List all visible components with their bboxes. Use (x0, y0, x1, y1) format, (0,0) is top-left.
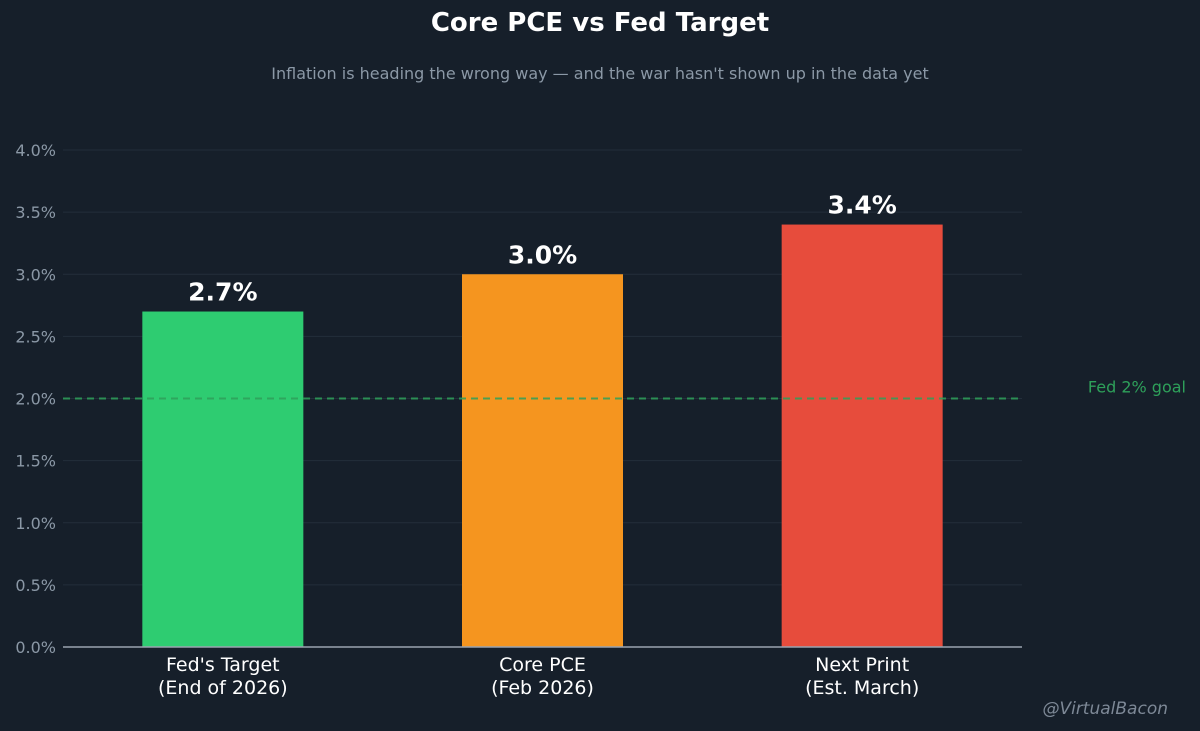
fed-goal-label: Fed 2% goal (1088, 378, 1186, 397)
bar (781, 224, 943, 648)
bar (142, 311, 304, 647)
bar-value-label: 3.0% (508, 240, 577, 269)
y-tick-label: 3.5% (15, 203, 56, 222)
y-tick-label: 2.5% (15, 327, 56, 346)
y-tick-label: 0.5% (15, 576, 56, 595)
y-tick-label: 4.0% (15, 141, 56, 160)
y-tick-label: 1.5% (15, 452, 56, 471)
y-tick-label: 3.0% (15, 265, 56, 284)
x-tick-label: (End of 2026) (158, 677, 288, 699)
x-tick-label: Core PCE (499, 654, 586, 676)
chart-title: Core PCE vs Fed Target (430, 8, 770, 38)
x-tick-label: Fed's Target (166, 654, 280, 676)
y-tick-label: 0.0% (15, 638, 56, 657)
bar-value-label: 3.4% (827, 191, 896, 220)
x-tick-label: (Feb 2026) (491, 677, 594, 699)
x-tick-label: (Est. March) (805, 677, 919, 699)
chart-subtitle: Inflation is heading the wrong way — and… (271, 64, 929, 83)
watermark: @VirtualBacon (1042, 699, 1168, 719)
x-tick-label: Next Print (815, 654, 909, 676)
bar-value-label: 2.7% (188, 278, 257, 307)
y-tick-label: 1.0% (15, 514, 56, 533)
y-tick-label: 2.0% (15, 390, 56, 409)
bar (462, 274, 623, 647)
